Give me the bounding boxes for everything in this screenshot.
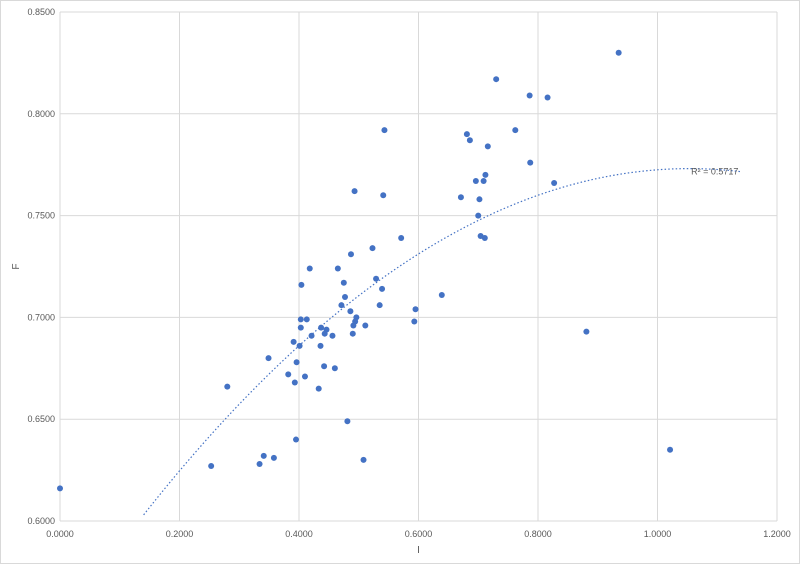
data-point [398,234,405,241]
data-point [290,338,297,345]
data-point [376,302,383,309]
trendline [143,168,742,516]
data-point [256,460,263,467]
x-tick-label: 0.8000 [524,529,552,539]
data-point [331,365,338,372]
data-point [438,292,445,299]
y-tick-label: 0.8000 [27,109,55,119]
data-point [260,452,267,459]
data-point [583,328,590,335]
data-point [297,324,304,331]
y-tick-label: 0.8500 [27,7,55,17]
x-axis-tick-labels: 0.0000 0.2000 0.4000 0.6000 0.8000 1.0000 1.20… [46,529,791,539]
data-point [291,379,298,386]
data-point [457,194,464,201]
data-point [615,49,622,56]
y-tick-label: 0.6000 [27,516,55,526]
data-points [57,49,674,492]
data-point [296,342,303,349]
data-point [347,251,354,258]
data-point [544,94,551,101]
data-point [57,485,63,492]
data-point [411,318,418,325]
y-tick-label: 0.7500 [27,211,55,221]
data-point [285,371,292,378]
data-point [475,212,482,219]
data-point [329,332,336,339]
data-point [340,279,347,286]
data-point [303,316,310,323]
data-point [362,322,369,329]
data-point [344,418,351,425]
data-point [323,326,330,333]
data-point [353,314,360,321]
data-point [298,281,305,288]
data-point [360,456,367,463]
data-point [342,294,349,301]
x-axis-title: I [417,545,420,556]
y-tick-label: 0.6500 [27,414,55,424]
data-point [351,188,358,195]
x-tick-label: 0.6000 [405,529,433,539]
x-tick-label: 0.4000 [285,529,313,539]
data-point [224,383,231,390]
data-point [512,127,519,134]
x-tick-label: 1.0000 [644,529,672,539]
x-tick-label: 0.0000 [46,529,74,539]
y-axis-tick-labels: 0.6000 0.6500 0.7000 0.7500 0.8000 0.8500 [27,7,55,526]
gridlines [59,11,778,522]
data-point [667,446,674,453]
data-point [265,355,272,362]
data-point [472,177,479,184]
y-axis-title: F [11,263,22,269]
data-point [338,302,345,309]
x-tick-label: 1.2000 [763,529,791,539]
data-point [484,143,491,150]
data-point [380,192,387,199]
data-point [381,127,388,134]
data-point [321,363,328,370]
data-point [551,180,558,187]
data-point [293,436,300,443]
data-point [315,385,322,392]
data-point [347,308,354,315]
data-point [349,330,356,337]
data-point [334,265,341,272]
data-point [308,332,315,339]
data-point [526,92,533,99]
data-point [466,137,473,144]
data-point [379,285,386,292]
data-point [482,171,489,178]
data-point [493,76,500,83]
trendline-r2-label: R² = 0.5717 [691,167,738,177]
y-tick-label: 0.7000 [27,312,55,322]
data-point [270,454,277,461]
data-point [208,463,215,470]
data-point [369,245,376,252]
data-point [297,316,304,323]
data-point [301,373,308,380]
data-point [317,342,324,349]
data-point [373,275,380,282]
data-point [480,177,487,184]
data-point [481,234,488,241]
x-tick-label: 0.2000 [166,529,194,539]
data-point [306,265,313,272]
data-point [318,324,325,331]
data-point [463,131,470,138]
data-point [293,359,300,366]
data-point [476,196,483,203]
data-point [412,306,419,313]
data-point [527,159,534,166]
